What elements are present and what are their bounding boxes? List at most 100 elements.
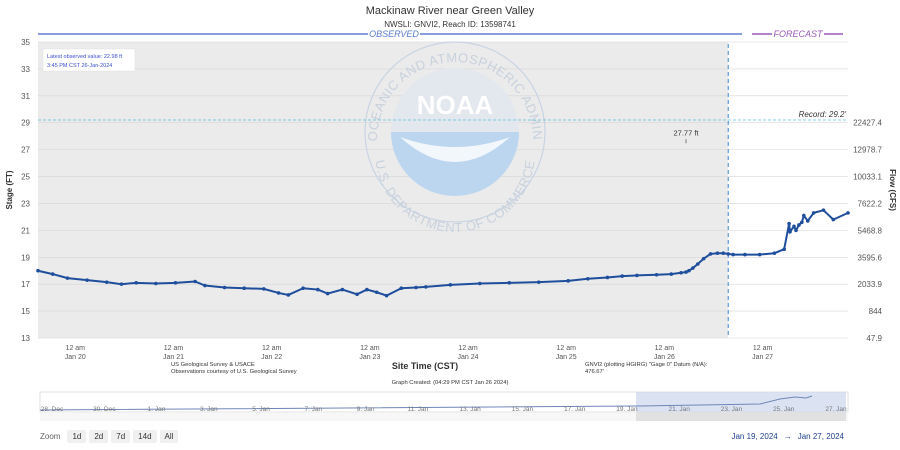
stage-point [782, 247, 786, 251]
y-axis-title-left: Stage (FT) [5, 170, 14, 209]
stage-point [788, 229, 792, 234]
stage-point [620, 274, 624, 278]
stage-point [134, 281, 138, 285]
watermark-outer-ring [364, 41, 546, 223]
stage-point [800, 220, 804, 225]
stage-point [316, 287, 320, 292]
record-label: Record: 29.2' [799, 110, 847, 119]
stage-point [605, 275, 610, 280]
y-right-tick-label: 10033.1 [853, 173, 882, 182]
stage-point [687, 268, 691, 273]
navigator-date-label: 5. Jan [252, 406, 270, 413]
forecast-plot-area [728, 42, 848, 338]
zoom-label: Zoom [40, 432, 61, 441]
stage-point [340, 287, 345, 292]
latest-observed-box [42, 48, 136, 72]
stage-point [757, 252, 762, 257]
stage-point [802, 213, 806, 218]
zoom-toolbar: Zoom 1d 2d 7d 14d All [40, 430, 179, 443]
navigator-date-label: 19. Jan [616, 406, 638, 413]
source-note-line2: Observations courtesy of U.S. Geological… [171, 369, 297, 375]
x-tick-date: Jan 24 [458, 354, 479, 361]
stage-point [772, 251, 777, 256]
stage-point [797, 223, 801, 227]
y-right-tick-label: 7622.2 [858, 199, 883, 208]
y-tick-label: 35 [21, 38, 30, 47]
stage-point [695, 262, 700, 266]
stage-point [715, 251, 720, 256]
y-tick-label: 33 [21, 65, 30, 74]
stage-point [536, 280, 541, 284]
y-tick-label: 21 [21, 226, 30, 235]
forecast-label-bg [772, 28, 824, 39]
y-tick-label: 15 [21, 307, 30, 316]
y-tick-label: 23 [21, 199, 30, 208]
datum-note-line2: 476.67' [585, 369, 604, 375]
stage-point [654, 272, 659, 277]
watermark-logo-text: NOAA [417, 90, 494, 120]
y-right-tick-label: 22427.4 [853, 119, 882, 128]
stage-point [669, 272, 674, 276]
stage-point [691, 266, 695, 270]
zoom-1d-button[interactable]: 1d [67, 430, 87, 443]
zoom-7d-button[interactable]: 7d [111, 430, 131, 443]
y-tick-label: 29 [21, 119, 30, 128]
x-tick-time: 12 am [360, 345, 380, 352]
stage-point [85, 278, 89, 282]
navigator-date-label: 15. Jan [512, 406, 534, 413]
stage-point [365, 287, 369, 292]
x-tick-date: Jan 25 [556, 354, 577, 361]
stage-point [355, 292, 359, 297]
peak-label: 27.77 ft [673, 128, 699, 137]
watermark-bird-shape [400, 137, 510, 162]
stage-point [679, 270, 683, 275]
x-tick-time: 12 am [164, 345, 184, 352]
y-right-tick-label: 2033.9 [858, 280, 883, 289]
stage-point [242, 286, 246, 291]
navigator-date-label: 1. Jan [148, 406, 166, 413]
range-from-input[interactable]: Jan 19, 2024 [731, 432, 778, 441]
y-tick-label: 25 [21, 173, 30, 182]
stage-point [731, 252, 735, 257]
observed-plot-area [38, 42, 729, 338]
stage-point [424, 285, 428, 289]
y-tick-label: 19 [21, 253, 30, 262]
stage-point [104, 280, 109, 284]
stage-point [792, 224, 796, 229]
stage-point [414, 285, 418, 290]
y-tick-label: 13 [21, 334, 30, 343]
y-right-tick-label: 844 [869, 307, 883, 316]
observed-label: OBSERVED [369, 29, 419, 39]
y-right-tick-label: 3595.6 [858, 253, 883, 262]
date-range: Jan 19, 2024 → Jan 27, 2024 [731, 432, 844, 441]
x-tick-time: 12 am [556, 345, 576, 352]
x-tick-time: 12 am [655, 345, 675, 352]
x-axis-title: Site Time (CST) [392, 361, 458, 371]
stage-point [726, 252, 731, 256]
navigator-date-label: 7. Jan [304, 406, 322, 413]
navigator-date-label: 13. Jan [459, 406, 481, 413]
navigator-date-label: 3. Jan [200, 406, 218, 413]
datum-note-line1: GNVI2 (plotting HGIRG) "Gage 0" Datum (N… [585, 362, 708, 368]
zoom-all-button[interactable]: All [159, 430, 179, 443]
y-right-tick-label: 12978.7 [853, 146, 882, 155]
zoom-14d-button[interactable]: 14d [133, 430, 157, 443]
x-tick-date: Jan 20 [65, 354, 86, 361]
navigator-date-label: 21. Jan [669, 406, 691, 413]
navigator-date-label: 17. Jan [564, 406, 586, 413]
range-to-input[interactable]: Jan 27, 2024 [797, 432, 844, 441]
chart-title: Mackinaw River near Green Valley [366, 5, 535, 17]
zoom-2d-button[interactable]: 2d [89, 430, 109, 443]
y-axis-title-right: Flow (CFS) [888, 169, 897, 211]
stage-point [708, 252, 713, 256]
navigator-scrollbar-track [40, 412, 848, 421]
x-tick-time: 12 am [66, 345, 86, 352]
navigator-series-line [39, 395, 813, 411]
chart-subtitle: NWSLI: GNVI2, Reach ID: 13598741 [384, 20, 516, 29]
stage-point [222, 285, 227, 290]
stage-point [701, 256, 706, 261]
x-tick-date: Jan 23 [359, 354, 380, 361]
x-tick-time: 12 am [458, 345, 478, 352]
stage-point [684, 270, 688, 274]
